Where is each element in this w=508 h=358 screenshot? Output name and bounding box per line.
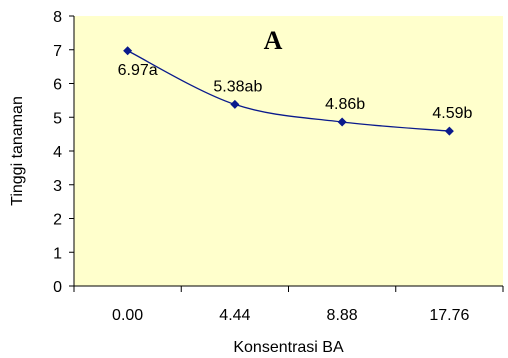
y-tick-label: 1 <box>53 245 62 262</box>
y-tick-label: 8 <box>53 9 62 26</box>
data-point <box>444 126 454 136</box>
x-tick-label: 0.00 <box>112 307 143 324</box>
y-axis-title: Tinggi tanaman <box>9 96 26 206</box>
y-tick-label: 6 <box>53 77 62 94</box>
y-ticks: 0 1 2 3 4 5 6 7 8 <box>53 9 74 296</box>
x-ticks: 0.00 4.44 8.88 17.76 <box>73 286 504 324</box>
x-tick-label: 17.76 <box>429 307 469 324</box>
data-label: 4.59b <box>432 105 472 122</box>
y-tick-label: 3 <box>53 178 62 195</box>
data-point <box>337 117 347 127</box>
data-labels: 6.97a 5.38ab 4.86b 4.59b <box>118 62 473 122</box>
y-tick-label: 2 <box>53 212 62 229</box>
y-tick-label: 7 <box>53 43 62 60</box>
y-tick-label: 0 <box>53 279 62 296</box>
data-point <box>230 99 240 109</box>
x-axis-title: Konsentrasi BA <box>233 339 344 356</box>
y-tick-label: 5 <box>53 110 62 127</box>
data-point <box>123 46 133 56</box>
series-line <box>127 50 450 132</box>
data-label: 5.38ab <box>213 78 262 95</box>
x-tick-label: 4.44 <box>219 307 250 324</box>
x-tick-label: 8.88 <box>327 307 358 324</box>
data-label: 6.97a <box>118 62 158 79</box>
series-layer <box>123 46 454 136</box>
data-label: 4.86b <box>325 96 365 113</box>
chart-title: A <box>264 26 283 55</box>
y-tick-label: 4 <box>53 144 62 161</box>
